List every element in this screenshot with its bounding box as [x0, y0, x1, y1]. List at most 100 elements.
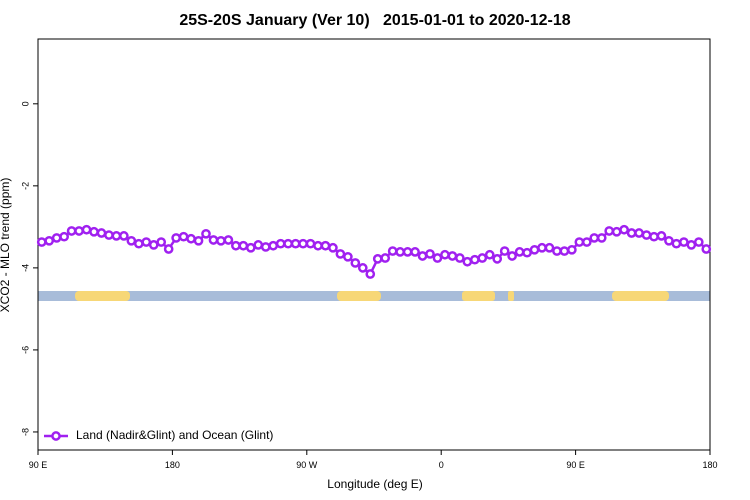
data-point [126, 235, 137, 246]
data-point [238, 240, 249, 251]
data-point [679, 237, 689, 247]
data-point [320, 240, 331, 251]
data-point [656, 231, 667, 241]
data-point [328, 242, 338, 253]
data-point [111, 231, 122, 241]
x-tick-label: 180 [702, 460, 717, 470]
data-point [492, 254, 503, 264]
y-tick-label: -2 [20, 182, 30, 190]
x-tick-label: 180 [165, 460, 180, 470]
data-point [447, 251, 458, 261]
data-point [686, 240, 697, 250]
legend-marker [51, 431, 61, 441]
data-point [74, 226, 84, 236]
land [75, 291, 130, 301]
x-axis-label: Longitude (deg E) [327, 477, 422, 491]
data-point [245, 242, 256, 253]
data-point [567, 244, 577, 255]
data-point [499, 246, 510, 256]
data-point [216, 235, 226, 246]
data-point [350, 258, 361, 268]
data-point [133, 238, 144, 249]
data-point [701, 244, 712, 254]
x-tick-label: 90 E [29, 460, 48, 470]
land-ocean-strip [38, 291, 710, 301]
land [612, 291, 669, 301]
land [337, 291, 381, 301]
data-point [156, 237, 167, 247]
data-point [163, 244, 174, 254]
data-point [253, 240, 264, 250]
data-point [574, 237, 585, 247]
data-point [343, 251, 353, 262]
data-point [641, 230, 652, 240]
data-point [664, 235, 674, 246]
data-point [305, 238, 316, 249]
y-tick-label: -4 [20, 264, 30, 272]
data-point [514, 247, 525, 257]
data-point [649, 231, 659, 242]
data-point [141, 237, 152, 247]
data-point [59, 231, 69, 242]
data-point [581, 237, 592, 247]
x-tick-label: 0 [439, 460, 444, 470]
data-point [89, 226, 99, 237]
data-point [596, 233, 607, 243]
data-point [193, 235, 204, 246]
legend-label: Land (Nadir&Glint) and Ocean (Glint) [76, 428, 273, 442]
x-tick-label: 90 E [566, 460, 585, 470]
data-point [469, 254, 480, 265]
chart-title: 25S-20S January (Ver 10) 2015-01-01 to 2… [179, 12, 570, 29]
data-point [365, 269, 376, 279]
data-point [693, 237, 704, 247]
data-point [372, 254, 383, 264]
data-point [178, 231, 189, 242]
data-point [589, 233, 600, 243]
data-point [268, 240, 279, 251]
data-point [529, 244, 540, 255]
data-point [171, 233, 181, 243]
data-point [283, 238, 293, 249]
data-point [544, 242, 555, 253]
data-point [201, 228, 211, 239]
data-point [604, 226, 615, 236]
data-point [81, 224, 92, 235]
y-tick-label: -8 [20, 428, 30, 436]
data-point [417, 251, 428, 261]
x-tick-label: 90 W [296, 460, 318, 470]
data-point [619, 224, 629, 235]
data-point [484, 249, 495, 260]
data-point [148, 240, 159, 250]
data-point [611, 226, 622, 237]
data-point [298, 238, 308, 249]
y-axis-label: XCO2 - MLO trend (ppm) [0, 178, 12, 313]
data-point [440, 249, 450, 260]
land [508, 291, 514, 301]
data-point [477, 253, 488, 263]
data-point [275, 238, 286, 249]
data-point [537, 242, 547, 253]
data-point [44, 235, 55, 246]
data-point [402, 247, 413, 257]
y-tick-label: 0 [20, 101, 30, 106]
data-point [455, 253, 465, 263]
data-point [313, 240, 323, 251]
data-point [552, 246, 562, 256]
data-point [626, 228, 637, 238]
data-point [96, 228, 107, 238]
data-point [335, 249, 346, 259]
data-point [395, 247, 405, 257]
data-point [208, 235, 219, 245]
data-point [357, 263, 368, 273]
data-point [260, 242, 271, 252]
data-point [104, 230, 114, 240]
data-point [290, 238, 301, 249]
data-point [507, 251, 517, 261]
data-point [671, 238, 682, 249]
data-point [634, 228, 644, 238]
data-point [119, 231, 129, 241]
data-point [186, 233, 196, 244]
data-point [66, 226, 77, 236]
legend: Land (Nadir&Glint) and Ocean (Glint) [44, 428, 273, 442]
